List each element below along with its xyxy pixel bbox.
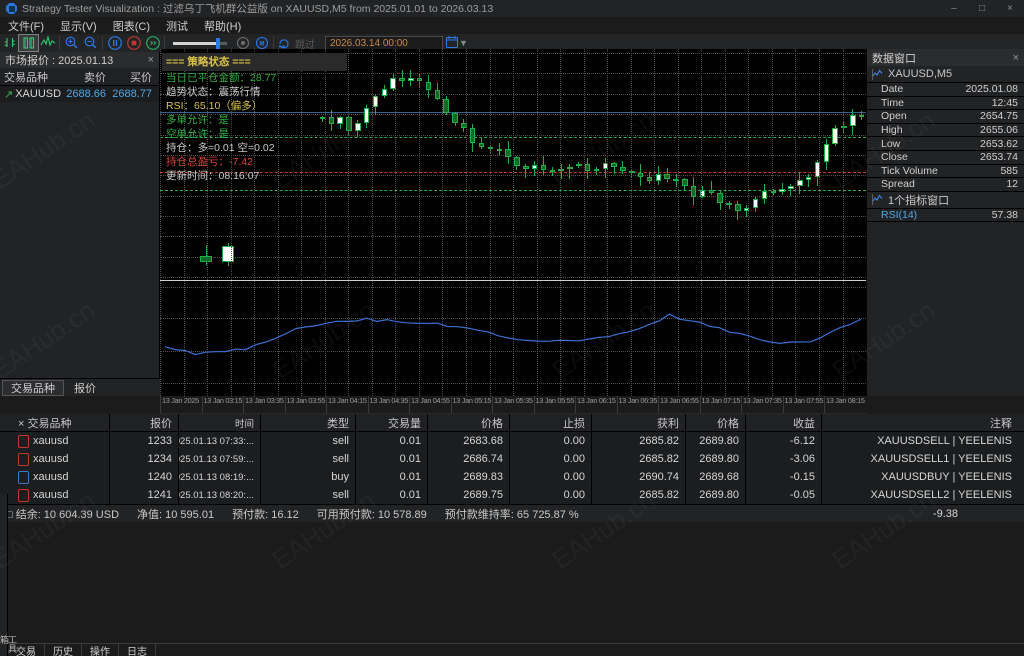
svg-text:M: M bbox=[259, 42, 264, 48]
